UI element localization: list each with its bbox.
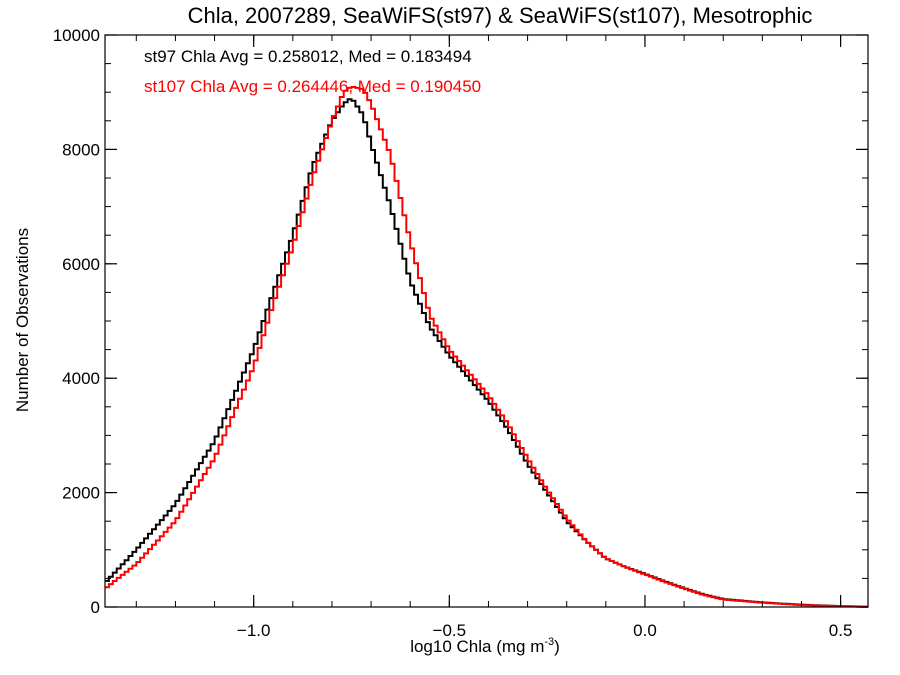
x-tick-label: −0.5 xyxy=(433,621,467,640)
y-tick-label: 2000 xyxy=(62,484,100,503)
chart-title: Chla, 2007289, SeaWiFS(st97) & SeaWiFS(s… xyxy=(188,3,813,28)
annotation-st107: st107 Chla Avg = 0.264446, Med = 0.19045… xyxy=(144,77,481,96)
y-tick-label: 8000 xyxy=(62,140,100,159)
x-tick-label: −1.0 xyxy=(237,621,271,640)
x-tick-label: 0.0 xyxy=(633,621,657,640)
tick-labels: −1.0 −0.5 0.0 0.5 0 2000 4000 6000 8000 10000 xyxy=(53,26,853,640)
y-tick-label: 10000 xyxy=(53,26,100,45)
y-tick-label: 6000 xyxy=(62,255,100,274)
plot-area-frame xyxy=(104,34,869,608)
x-axis-label-exponent: -3 xyxy=(544,636,554,648)
series-layer xyxy=(105,86,868,608)
annotation-st97: st97 Chla Avg = 0.258012, Med = 0.183494 xyxy=(144,47,472,66)
x-tick-label: 0.5 xyxy=(829,621,853,640)
y-tick-label: 4000 xyxy=(62,369,100,388)
y-tick-label: 0 xyxy=(91,598,100,617)
x-axis-label-main: log10 Chla (mg m xyxy=(410,637,544,656)
series-line-1 xyxy=(105,86,868,608)
x-axis-label-close: ) xyxy=(554,637,560,656)
x-axis-label: log10 Chla (mg m-3) xyxy=(410,636,560,656)
y-axis-label: Number of Observations xyxy=(13,228,32,412)
